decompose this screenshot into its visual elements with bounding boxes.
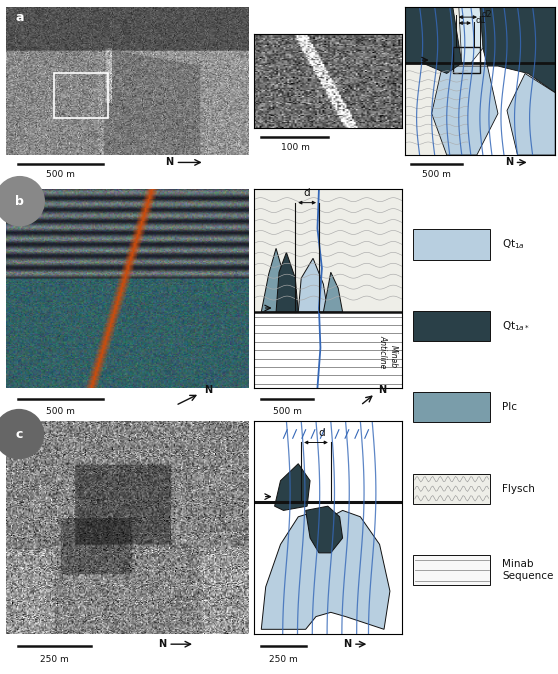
Polygon shape <box>507 73 555 155</box>
Bar <box>453 47 480 73</box>
Polygon shape <box>298 258 328 312</box>
Text: 500 m: 500 m <box>273 407 301 417</box>
Text: N: N <box>158 639 166 649</box>
Text: 250 m: 250 m <box>269 655 298 664</box>
Text: 100 m: 100 m <box>281 143 310 152</box>
Text: N: N <box>378 385 386 394</box>
Text: d: d <box>304 187 310 197</box>
Bar <box>54 73 108 118</box>
Text: d2: d2 <box>482 9 492 19</box>
Text: Qt$_{1a}$: Qt$_{1a}$ <box>502 238 525 251</box>
Polygon shape <box>459 7 483 63</box>
Text: Minab
Anticline: Minab Anticline <box>378 335 397 369</box>
Polygon shape <box>405 7 468 155</box>
Text: a: a <box>15 11 24 24</box>
Polygon shape <box>432 66 498 155</box>
Polygon shape <box>254 189 402 312</box>
Text: d1: d1 <box>475 16 486 24</box>
Text: N: N <box>205 385 213 394</box>
Bar <box>413 229 490 259</box>
Text: b: b <box>15 195 24 208</box>
Text: N: N <box>343 639 352 649</box>
Text: Plc: Plc <box>502 402 517 412</box>
Text: Flysch: Flysch <box>502 484 535 493</box>
Text: Minab
Sequence: Minab Sequence <box>502 559 554 581</box>
Text: d: d <box>319 428 325 438</box>
Polygon shape <box>275 464 310 510</box>
Text: N: N <box>505 158 513 167</box>
Polygon shape <box>261 510 390 630</box>
Text: 500 m: 500 m <box>422 170 451 179</box>
Text: Qt$_{1a*}$: Qt$_{1a*}$ <box>502 319 530 333</box>
Bar <box>413 555 490 585</box>
Bar <box>413 474 490 503</box>
Polygon shape <box>324 272 343 312</box>
Text: 500 m: 500 m <box>46 170 75 179</box>
Text: N: N <box>165 158 173 167</box>
Text: 500 m: 500 m <box>46 407 75 417</box>
Polygon shape <box>480 7 555 93</box>
Bar <box>413 392 490 423</box>
Polygon shape <box>306 506 343 553</box>
Polygon shape <box>405 7 462 73</box>
Text: c: c <box>15 427 23 441</box>
Bar <box>413 311 490 341</box>
Polygon shape <box>261 249 291 312</box>
Text: 250 m: 250 m <box>40 655 69 664</box>
Polygon shape <box>276 252 298 312</box>
